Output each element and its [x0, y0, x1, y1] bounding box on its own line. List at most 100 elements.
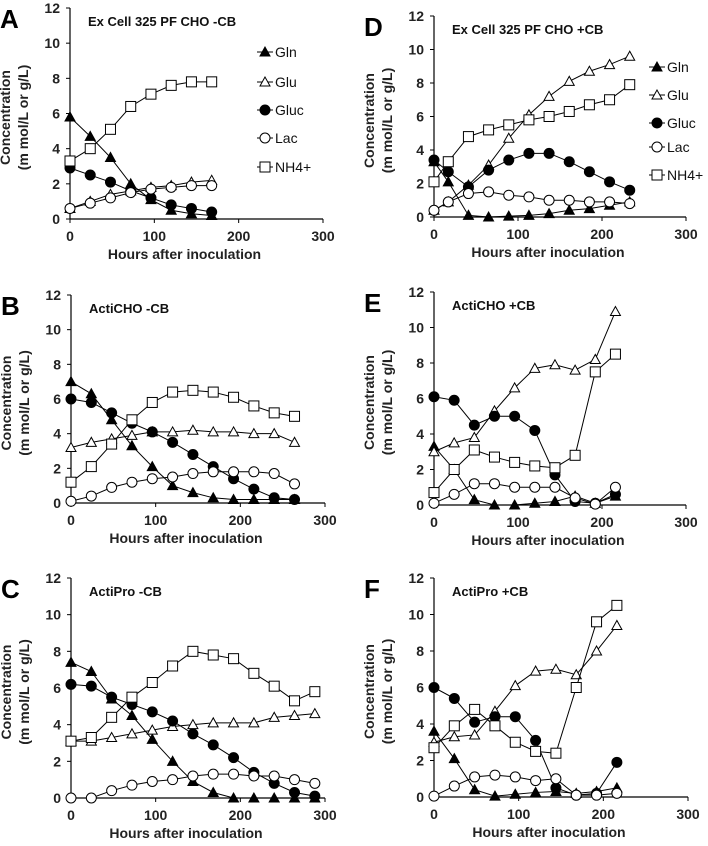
legend: Gln Glu Gluc Lac NH4+ — [257, 44, 311, 175]
y-axis-label: Concentration — [0, 645, 14, 740]
data-point — [609, 348, 621, 360]
panel-e: 0 2 4 6 8 10 12 0 100 200 300 Hours after inoculati… — [361, 284, 698, 548]
panel-letter: B — [1, 291, 20, 321]
y-tick-label: 0 — [52, 211, 60, 227]
legend-marker — [651, 117, 663, 129]
data-point — [165, 181, 177, 193]
data-point — [206, 76, 218, 88]
x-axis-label: Hours after inoculation — [471, 244, 624, 260]
chart-title: Ex Cell 325 PF CHO -CB — [88, 14, 236, 29]
x-axis-label: Hours after inoculation — [109, 825, 262, 841]
data-point — [187, 384, 199, 396]
data-point — [624, 198, 636, 210]
y-tick-label: 8 — [53, 356, 61, 372]
x-tick-label: 100 — [506, 514, 530, 530]
data-point — [428, 742, 440, 754]
data-point — [167, 436, 179, 448]
y-tick-label: 6 — [53, 391, 61, 407]
y-axis-label: Concentration — [361, 355, 377, 450]
data-point — [604, 196, 616, 208]
data-point — [603, 58, 616, 70]
x-tick-label: 100 — [144, 807, 168, 823]
data-point — [65, 495, 77, 507]
data-point — [167, 715, 179, 727]
y-axis-label-units: (m mol/L or g/L) — [16, 350, 32, 456]
data-point — [469, 716, 481, 728]
series-line — [70, 471, 295, 502]
series-line — [433, 625, 618, 743]
data-point — [289, 695, 301, 707]
data-point — [268, 492, 280, 504]
data-point — [428, 176, 440, 188]
y-tick-label: 12 — [45, 570, 61, 586]
x-tick-label: 300 — [676, 806, 700, 822]
y-tick-label: 2 — [53, 753, 61, 769]
data-point — [448, 730, 461, 742]
data-point — [64, 202, 76, 214]
data-point — [126, 429, 138, 440]
y-tick-label: 8 — [53, 643, 61, 659]
panel-b: 0 2 4 6 8 10 12 0 100 200 300 Hours after inoculati… — [0, 287, 337, 546]
series-line — [70, 429, 295, 449]
data-point — [488, 451, 500, 463]
series-line — [433, 483, 616, 505]
series-lac — [428, 769, 623, 802]
data-point — [448, 464, 460, 475]
series-line — [433, 604, 618, 754]
x-axis-label: Hours after inoculation — [108, 246, 261, 262]
data-point — [166, 755, 179, 766]
data-point — [187, 468, 199, 480]
y-tick-label: 0 — [53, 495, 61, 511]
data-point — [146, 396, 158, 408]
data-point — [589, 366, 601, 378]
data-point — [549, 495, 561, 506]
y-tick-label: 10 — [44, 35, 60, 51]
series-line — [70, 398, 295, 501]
x-tick-label: 100 — [506, 226, 530, 242]
data-point — [289, 410, 301, 422]
data-point — [570, 682, 582, 693]
data-point — [488, 478, 500, 490]
y-tick-label: 2 — [416, 462, 424, 478]
data-point — [65, 656, 77, 667]
data-point — [483, 186, 495, 198]
legend-marker — [259, 45, 271, 57]
data-point — [611, 619, 623, 630]
series-line — [433, 152, 630, 191]
data-point — [529, 460, 541, 472]
data-point — [104, 176, 116, 188]
data-point — [529, 481, 541, 493]
data-point — [589, 498, 601, 510]
data-point — [604, 94, 616, 106]
data-point — [589, 353, 602, 364]
data-point — [85, 461, 97, 473]
data-point — [228, 752, 240, 764]
data-point — [268, 427, 281, 439]
data-point — [468, 478, 480, 490]
data-point — [448, 394, 460, 406]
data-point — [611, 787, 623, 799]
legend-marker — [651, 60, 663, 72]
x-tick-label: 300 — [311, 228, 335, 244]
x-tick-label: 100 — [507, 806, 531, 822]
data-point — [604, 176, 616, 188]
y-tick-label: 4 — [53, 426, 61, 442]
data-point — [488, 498, 501, 510]
data-point — [85, 665, 98, 676]
x-tick-label: 300 — [674, 226, 698, 242]
data-point — [509, 410, 521, 422]
x-tick-label: 100 — [144, 512, 168, 528]
panel-letter: E — [364, 288, 381, 318]
legend-label: Glu — [275, 74, 297, 90]
data-point — [523, 147, 535, 159]
y-tick-label: 8 — [52, 70, 60, 86]
y-tick-label: 4 — [416, 142, 424, 158]
y-tick-label: 8 — [416, 355, 424, 371]
data-point — [428, 725, 440, 736]
data-point — [462, 131, 474, 143]
data-point — [530, 734, 542, 746]
data-point — [248, 770, 260, 782]
data-point — [207, 739, 219, 751]
data-point — [207, 386, 219, 398]
